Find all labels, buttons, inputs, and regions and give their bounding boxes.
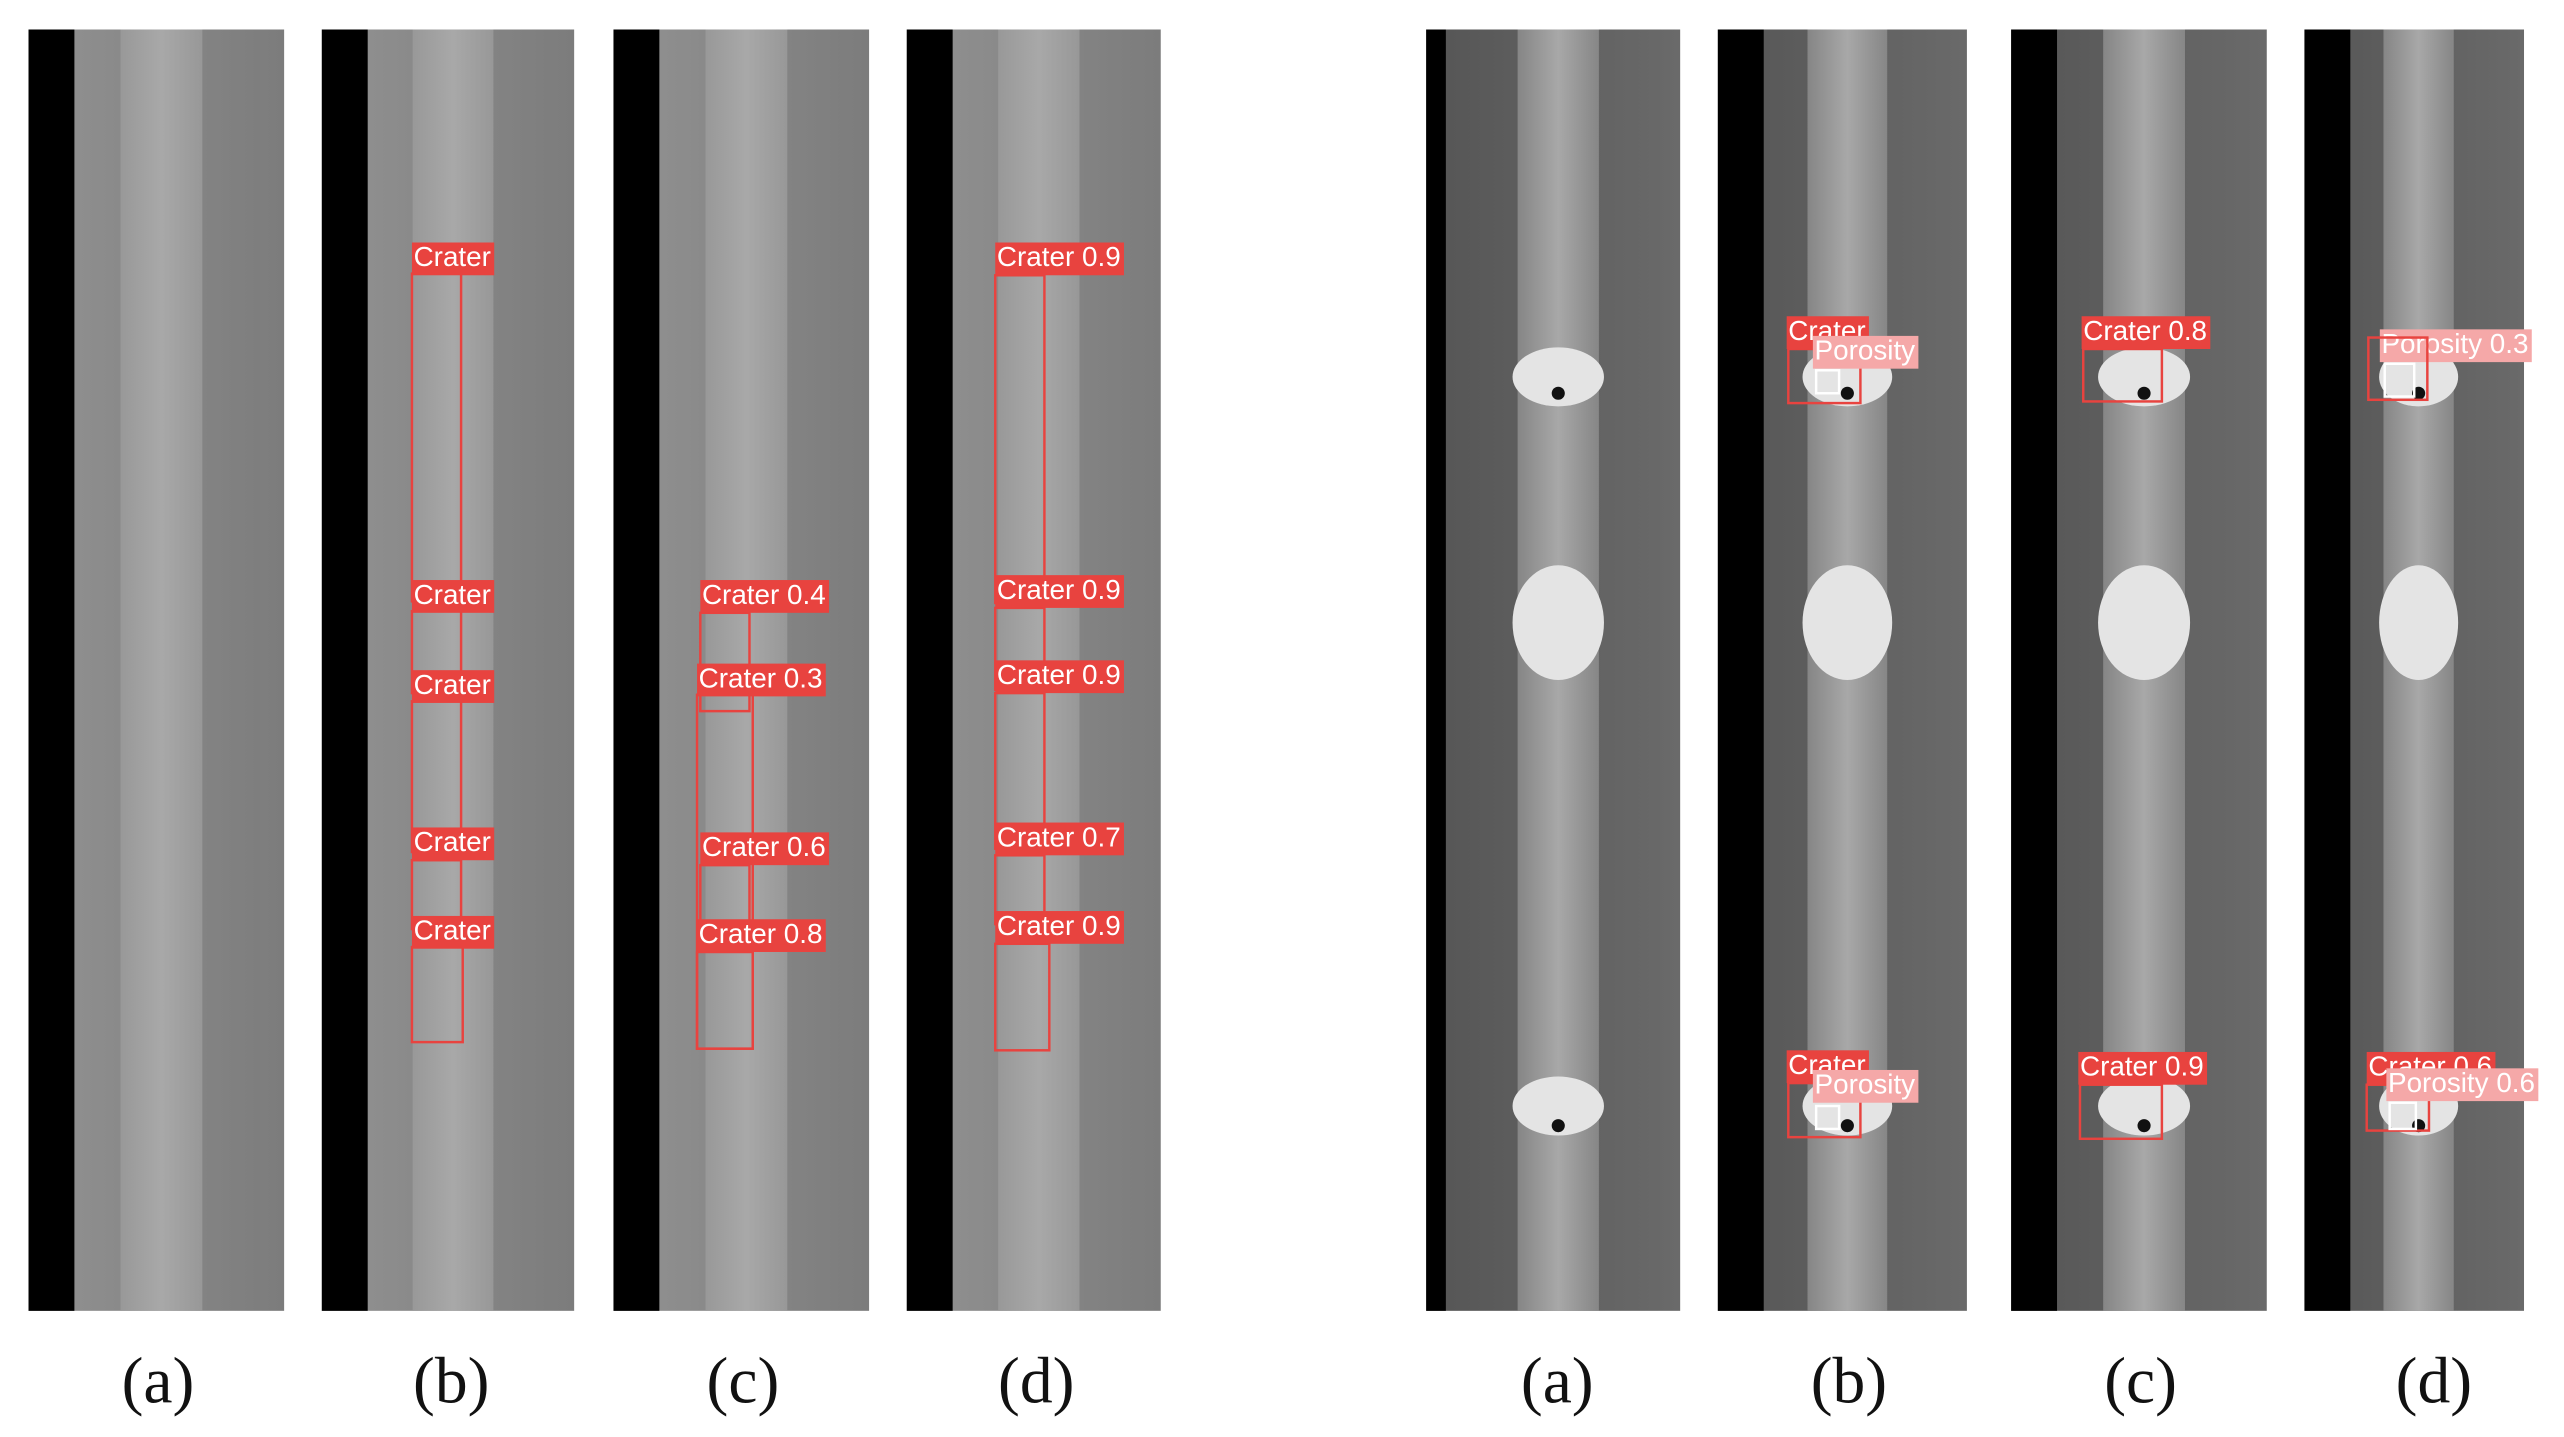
weld-defect	[1512, 1076, 1604, 1136]
label-background	[697, 919, 826, 952]
detection-box	[1814, 1104, 1841, 1131]
detection-box	[2388, 1101, 2418, 1131]
detection-label: Crater	[414, 826, 491, 857]
panel-edge	[613, 29, 660, 1311]
detection-label: Crater 0.9	[997, 574, 1121, 605]
detection-label: Crater	[414, 579, 491, 610]
label-background	[995, 822, 1124, 856]
pore	[2137, 1119, 2151, 1133]
label-background	[411, 670, 495, 703]
detection-box	[2367, 336, 2429, 402]
weld-defect	[2098, 347, 2191, 407]
label-background	[700, 832, 830, 866]
detection-label: Porosity	[1815, 1069, 1916, 1100]
detection-label: Crater 0.9	[2080, 1051, 2204, 1082]
label-background	[995, 660, 1124, 694]
panel-edge	[2011, 29, 2058, 1311]
detection-label: Crater 0.8	[2083, 315, 2207, 346]
detection-label: Crater 0.4	[702, 579, 826, 610]
panel-edge	[1426, 29, 1446, 1311]
detection-label: Crater 0.6	[702, 831, 826, 862]
detection-label: Crater 0.9	[997, 659, 1121, 690]
label-background	[995, 911, 1124, 944]
detection-label: Crater	[414, 915, 491, 946]
panel-edge	[906, 29, 953, 1311]
detection-label: Porosity 0.6	[2388, 1067, 2535, 1098]
label-background	[1812, 1069, 1919, 1103]
label-background	[411, 915, 495, 949]
label-background	[411, 827, 495, 861]
detection-label: Porosity	[1815, 335, 1916, 366]
detection-label: Crater 0.9	[997, 241, 1121, 272]
panel-caption: (a)	[122, 1346, 195, 1418]
weld-defect	[1512, 347, 1604, 407]
detection-label: Crater 0.8	[699, 918, 823, 949]
label-background	[1812, 335, 1919, 369]
label-background	[2379, 329, 2532, 363]
weld-defect	[2098, 1076, 2191, 1136]
label-background	[697, 663, 826, 697]
panel-edge	[1717, 29, 1764, 1311]
panel-edge	[2304, 29, 2351, 1311]
panel-edge	[321, 29, 368, 1311]
pore	[1840, 386, 1854, 400]
label-background	[411, 242, 495, 276]
label-background	[2078, 1051, 2208, 1085]
label-background	[700, 580, 830, 613]
pore	[1551, 1119, 1565, 1133]
panel-caption: (d)	[2396, 1346, 2472, 1418]
panel-caption: (c)	[2104, 1346, 2177, 1418]
panel-edge	[28, 29, 75, 1311]
detection-label: Porosity 0.3	[2381, 328, 2528, 359]
detection-label: Crater 0.7	[997, 821, 1121, 852]
panel-caption: (b)	[413, 1346, 489, 1418]
pore	[1551, 386, 1565, 400]
weld-defect	[2379, 565, 2459, 680]
label-background	[2386, 1068, 2539, 1102]
pore	[1840, 1119, 1854, 1133]
label-background	[411, 580, 495, 613]
label-background	[2081, 316, 2211, 350]
detection-box	[2383, 362, 2416, 398]
label-background	[995, 575, 1124, 608]
panel-caption: (d)	[998, 1346, 1074, 1418]
detection-label: Crater 0.9	[997, 910, 1121, 941]
detection-label: Crater	[414, 241, 491, 272]
panel-caption: (c)	[707, 1346, 780, 1418]
panel-caption: (b)	[1811, 1346, 1887, 1418]
detection-label: Crater	[414, 669, 491, 700]
label-background	[995, 242, 1124, 276]
panel-caption: (a)	[1521, 1346, 1594, 1418]
weld-defect	[1512, 565, 1604, 680]
detection-label: Crater 0.3	[699, 662, 823, 693]
detection-box	[1814, 369, 1841, 395]
pore	[2137, 386, 2151, 400]
weld-bead	[120, 29, 203, 1311]
weld-defect	[1802, 565, 1893, 680]
weld-defect	[2098, 565, 2191, 680]
